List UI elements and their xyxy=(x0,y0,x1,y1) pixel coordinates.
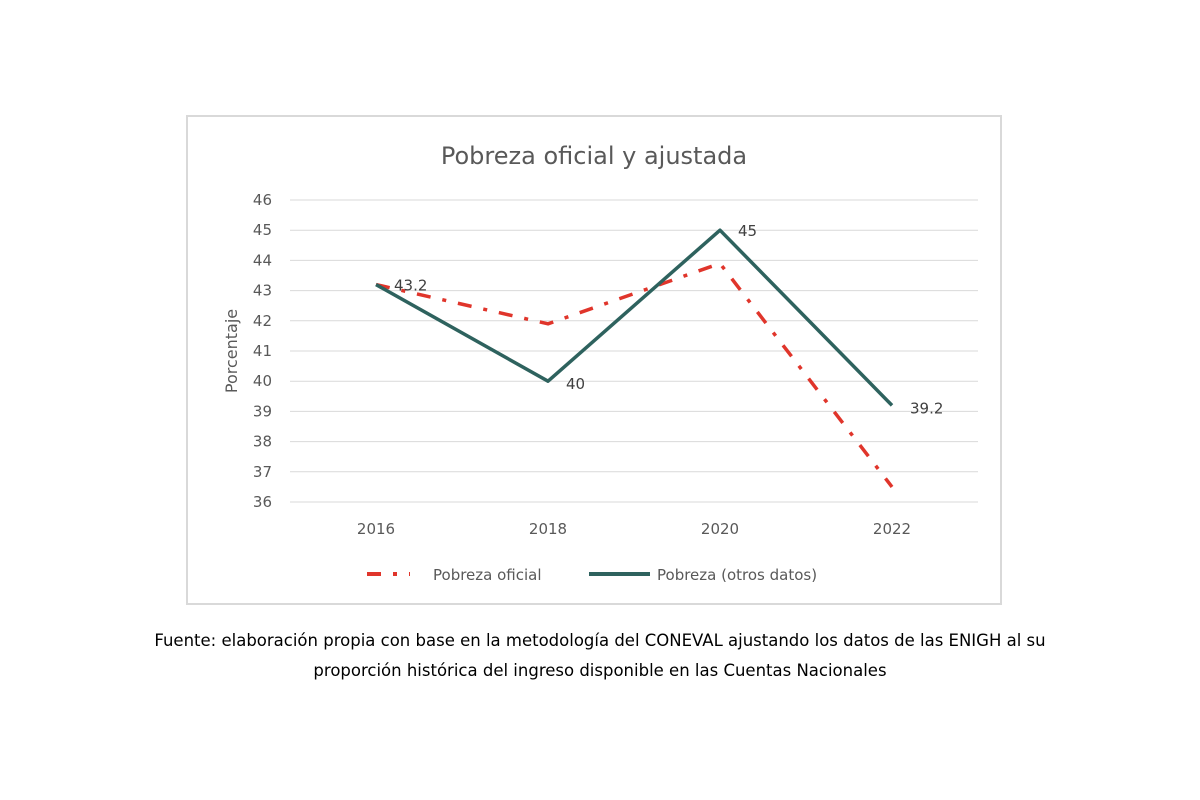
series-line-pobreza-otros-datos xyxy=(375,228,894,407)
series-lines xyxy=(375,228,894,488)
caption-line-2: proporción histórica del ingreso disponi… xyxy=(313,661,887,680)
y-tick-label: 39 xyxy=(253,402,272,420)
x-tick-labels: 2016 2018 2020 2022 xyxy=(357,520,911,538)
y-tick-label: 38 xyxy=(253,433,272,451)
chart-title: Pobreza oficial y ajustada xyxy=(441,142,747,170)
y-tick-label: 37 xyxy=(253,463,272,481)
legend-label-pobreza-otros-datos: Pobreza (otros datos) xyxy=(657,566,817,584)
caption-line-1: Fuente: elaboración propia con base en l… xyxy=(154,631,1046,650)
gridlines xyxy=(290,199,978,503)
y-tick-label: 36 xyxy=(253,493,272,511)
data-label: 39.2 xyxy=(910,399,943,417)
legend-label-pobreza-oficial: Pobreza oficial xyxy=(433,566,542,584)
x-tick-label: 2018 xyxy=(529,520,567,538)
y-axis-title: Porcentaje xyxy=(222,309,241,393)
chart-frame xyxy=(186,115,1002,605)
figure-caption: Fuente: elaboración propia con base en l… xyxy=(100,626,1100,686)
data-labels: 43.2 40 45 39.2 xyxy=(394,222,943,417)
series-line-pobreza-oficial xyxy=(375,261,894,488)
data-label: 45 xyxy=(738,222,757,240)
y-tick-labels: 36 37 38 39 40 41 42 43 44 45 46 xyxy=(253,191,272,511)
x-tick-label: 2016 xyxy=(357,520,395,538)
x-tick-label: 2020 xyxy=(701,520,739,538)
y-tick-label: 46 xyxy=(253,191,272,209)
y-tick-label: 40 xyxy=(253,372,272,390)
y-tick-label: 44 xyxy=(253,251,272,269)
y-tick-label: 45 xyxy=(253,221,272,239)
y-tick-label: 42 xyxy=(253,312,272,330)
y-tick-label: 43 xyxy=(253,282,272,300)
y-tick-label: 41 xyxy=(253,342,272,360)
data-label: 40 xyxy=(566,375,585,393)
data-label: 43.2 xyxy=(394,277,427,295)
x-tick-label: 2022 xyxy=(873,520,911,538)
legend: Pobreza oficial Pobreza (otros datos) xyxy=(367,566,817,584)
